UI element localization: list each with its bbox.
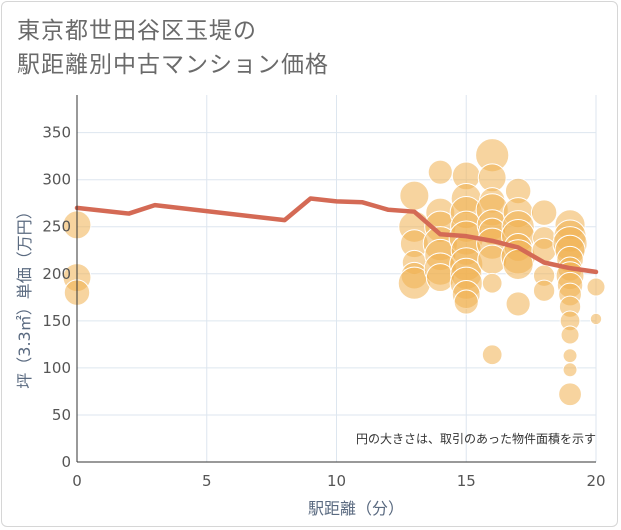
chart-title-line1: 東京都世田谷区玉堤の [17,18,257,44]
data-bubble [453,289,479,315]
x-tick-label: 10 [327,472,346,490]
y-tick-label: 350 [42,124,71,142]
average-price-line [74,196,599,275]
data-bubble [481,344,503,366]
x-tick-label: 0 [72,472,82,490]
x-tick-label: 20 [586,472,605,490]
x-tick-label: 15 [457,472,476,490]
y-tick-label: 250 [42,218,71,236]
y-tick-label: 50 [52,406,71,424]
y-tick-label: 300 [42,171,71,189]
data-bubble [481,272,503,294]
data-bubble [558,382,582,407]
data-bubble [530,199,558,226]
bubble-layer [62,138,606,407]
data-bubble [560,325,580,345]
y-tick-label: 100 [42,359,71,377]
data-bubble [586,277,606,297]
data-bubble [427,159,453,185]
y-axis-title: 坪（3.3㎡）単価（万円） [15,203,34,388]
bubble-size-note: 円の大きさは、取引のあった物件面積を示す [356,431,596,446]
x-axis-title: 駅距離（分） [308,499,404,518]
data-bubble [589,312,603,326]
y-tick-label: 150 [42,312,71,330]
data-bubble [399,180,430,211]
y-tick-label: 0 [61,453,71,471]
chart-title: 東京都世田谷区玉堤の 駅距離別中古マンション価格 [17,14,329,82]
y-tick-label: 200 [42,265,71,283]
data-bubble [562,362,578,378]
data-bubble [505,291,531,317]
data-bubble [532,279,556,302]
x-tick-label: 5 [202,472,212,490]
chart-title-line2: 駅距離別中古マンション価格 [17,52,329,78]
average-line-layer [74,196,599,275]
data-bubble [562,348,578,364]
